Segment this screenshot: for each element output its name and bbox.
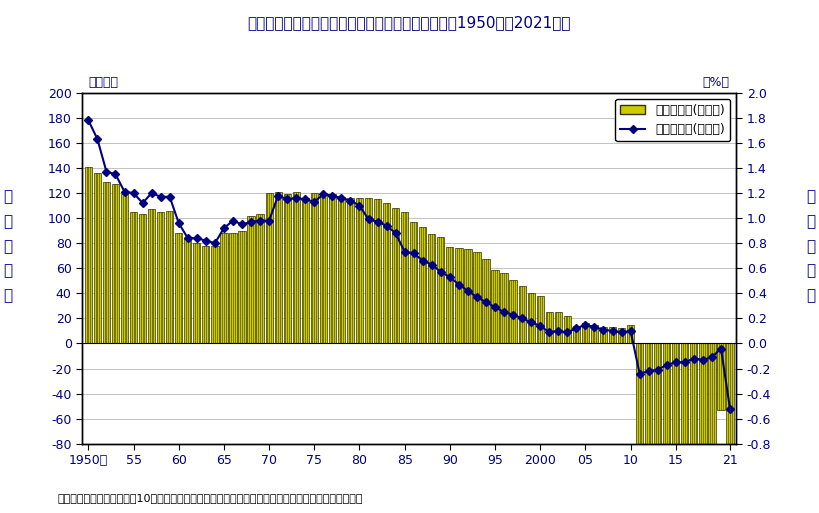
Text: （%）: （%） bbox=[703, 76, 730, 89]
Bar bbox=[256, 214, 264, 344]
Bar bbox=[627, 325, 634, 344]
Text: （万人）: （万人） bbox=[88, 76, 119, 89]
Legend: 人口増減数(左目盛), 人口増減率(右目盛): 人口増減数(左目盛), 人口増減率(右目盛) bbox=[615, 99, 730, 141]
Text: 人
口
増
減
率: 人 口 増 減 率 bbox=[806, 189, 816, 303]
Bar bbox=[482, 260, 490, 344]
Bar bbox=[428, 234, 436, 344]
Bar bbox=[518, 286, 526, 344]
Bar bbox=[319, 193, 327, 344]
Bar bbox=[609, 327, 616, 344]
Bar bbox=[130, 212, 137, 344]
Bar bbox=[654, 344, 661, 513]
Bar bbox=[166, 211, 174, 344]
Bar bbox=[301, 198, 309, 344]
Bar bbox=[690, 344, 698, 513]
Bar bbox=[103, 182, 110, 344]
Bar bbox=[437, 237, 445, 344]
Bar bbox=[554, 312, 562, 344]
Bar bbox=[148, 209, 156, 344]
Bar bbox=[590, 325, 598, 344]
Bar bbox=[193, 243, 201, 344]
Bar bbox=[681, 344, 689, 513]
Bar bbox=[536, 296, 544, 344]
Bar bbox=[365, 198, 372, 344]
Bar bbox=[283, 194, 291, 344]
Bar bbox=[274, 192, 282, 344]
Bar bbox=[726, 344, 734, 513]
Bar bbox=[491, 269, 499, 344]
Bar bbox=[292, 192, 300, 344]
Bar bbox=[374, 200, 381, 344]
Bar bbox=[346, 198, 354, 344]
Bar bbox=[419, 227, 427, 344]
Text: 図１　総人口の人口増減数及び人口増減率の推移（1950年〜2021年）: 図１ 総人口の人口増減数及び人口増減率の推移（1950年〜2021年） bbox=[248, 15, 571, 30]
Bar bbox=[392, 208, 399, 344]
Bar bbox=[202, 246, 210, 344]
Bar bbox=[401, 212, 409, 344]
Bar bbox=[265, 193, 273, 344]
Bar bbox=[636, 344, 643, 513]
Bar bbox=[545, 312, 553, 344]
Bar bbox=[717, 344, 725, 410]
Bar bbox=[356, 198, 363, 344]
Bar bbox=[410, 222, 418, 344]
Bar bbox=[337, 197, 345, 344]
Bar bbox=[455, 248, 463, 344]
Bar bbox=[121, 194, 128, 344]
Bar bbox=[699, 344, 707, 513]
Bar bbox=[645, 344, 652, 513]
Bar bbox=[84, 167, 92, 344]
Bar bbox=[600, 327, 607, 344]
Bar bbox=[310, 193, 318, 344]
Bar bbox=[229, 233, 237, 344]
Bar bbox=[509, 280, 517, 344]
Bar bbox=[238, 231, 246, 344]
Bar bbox=[220, 233, 228, 344]
Bar bbox=[500, 273, 508, 344]
Bar bbox=[175, 233, 183, 344]
Text: 注）　人口増減率は、前年10月から当年９月までの人口増減数を前年人口（期首人口）で除したもの: 注） 人口増減率は、前年10月から当年９月までの人口増減数を前年人口（期首人口）… bbox=[57, 493, 363, 503]
Bar bbox=[328, 194, 336, 344]
Bar bbox=[464, 249, 472, 344]
Bar bbox=[618, 328, 625, 344]
Bar bbox=[383, 203, 390, 344]
Bar bbox=[527, 293, 535, 344]
Bar bbox=[94, 173, 101, 344]
Bar bbox=[446, 247, 454, 344]
Bar bbox=[572, 326, 580, 344]
Bar bbox=[247, 215, 255, 344]
Bar bbox=[663, 344, 671, 513]
Bar bbox=[184, 240, 192, 344]
Bar bbox=[139, 214, 147, 344]
Bar bbox=[563, 316, 571, 344]
Bar bbox=[211, 246, 219, 344]
Bar bbox=[672, 344, 680, 513]
Bar bbox=[708, 344, 716, 513]
Bar bbox=[157, 212, 165, 344]
Text: 人
口
増
減
数: 人 口 増 減 数 bbox=[3, 189, 13, 303]
Bar bbox=[473, 252, 481, 344]
Bar bbox=[581, 323, 589, 344]
Bar bbox=[112, 184, 119, 344]
